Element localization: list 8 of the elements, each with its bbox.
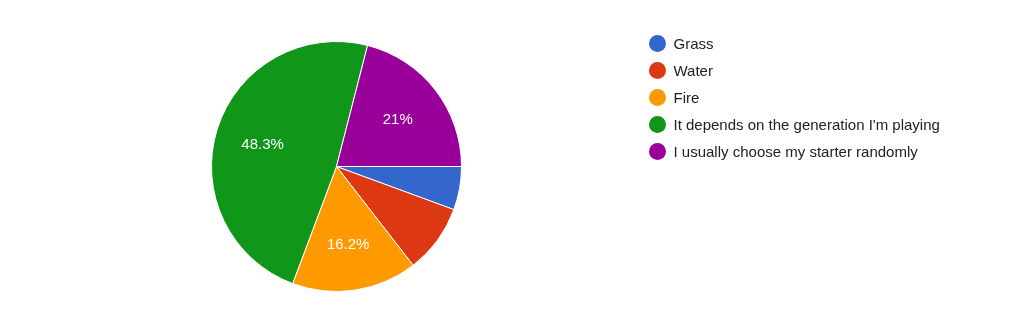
- data-label: 16.2%: [326, 234, 370, 252]
- legend-label: I usually choose my starter randomly: [673, 143, 919, 160]
- legend-label: It depends on the generation I'm playing: [673, 116, 940, 133]
- data-label: 21%: [382, 110, 413, 128]
- legend-label: Fire: [673, 89, 700, 106]
- data-label: 48.3%: [241, 134, 284, 152]
- legend-label: Grass: [673, 35, 714, 52]
- legend-label: Water: [673, 62, 713, 79]
